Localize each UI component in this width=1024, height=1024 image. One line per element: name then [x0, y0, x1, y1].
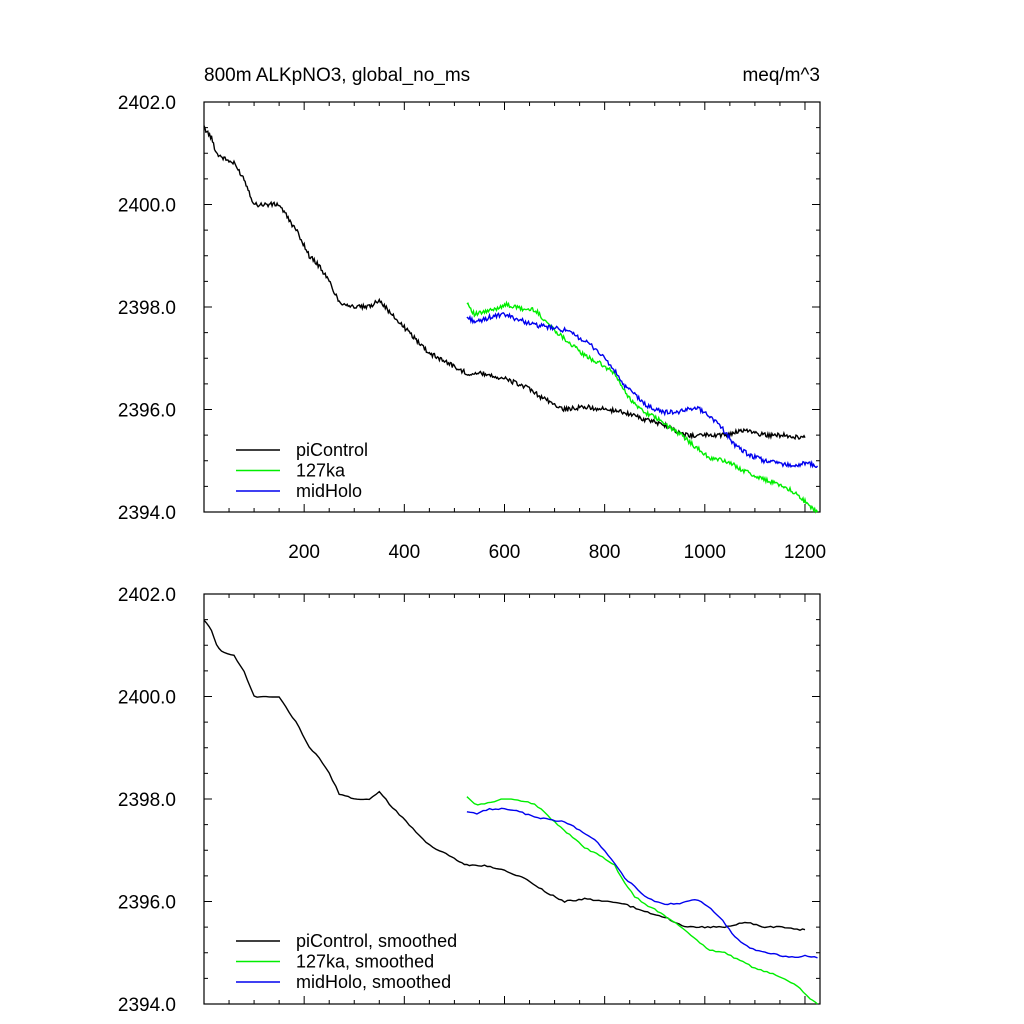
y-tick-label: 2398.0 — [118, 298, 176, 319]
legend-label: piControl, smoothed — [296, 931, 457, 951]
series-line-127ka — [466, 796, 818, 1005]
title-right: meq/m^3 — [742, 65, 820, 86]
series-line-picontrol — [203, 125, 806, 441]
x-tick-label: 1000 — [684, 542, 726, 563]
y-tick-label: 2394.0 — [118, 503, 176, 524]
legend-label: midHolo, smoothed — [296, 972, 451, 992]
y-tick-label: 2400.0 — [118, 688, 176, 709]
y-tick-label: 2394.0 — [118, 995, 176, 1016]
x-tick-label: 800 — [589, 542, 621, 563]
x-tick-label: 1200 — [784, 542, 826, 563]
y-tick-label: 2402.0 — [118, 93, 176, 114]
series-line-127ka — [466, 300, 819, 514]
x-tick-label: 200 — [288, 542, 320, 563]
x-tick-label: 400 — [388, 542, 420, 563]
legend-label: 127ka, smoothed — [296, 952, 434, 972]
y-tick-label: 2396.0 — [118, 893, 176, 914]
y-tick-label: 2398.0 — [118, 790, 176, 811]
x-tick-label: 600 — [489, 542, 521, 563]
bottom-panel: 2394.0 2396.0 2398.0 2400.0 2402.0 piControl,… — [118, 585, 821, 1016]
series-line-picontrol — [203, 619, 806, 931]
top-panel: 2394.0 2396.0 2398.0 2400.0 2402.0 200 400 600 8… — [118, 93, 826, 563]
legend-label: midHolo — [296, 481, 362, 501]
y-tick-label: 2396.0 — [118, 401, 176, 422]
legend-label: piControl — [296, 440, 368, 460]
y-tick-label: 2402.0 — [118, 585, 176, 606]
y-tick-label: 2400.0 — [118, 196, 176, 217]
series-line-midholo — [466, 807, 818, 959]
legend-label: 127ka — [296, 461, 346, 481]
series-line-midholo — [466, 312, 819, 469]
title-left: 800m ALKpNO3, global_no_ms — [204, 65, 470, 86]
